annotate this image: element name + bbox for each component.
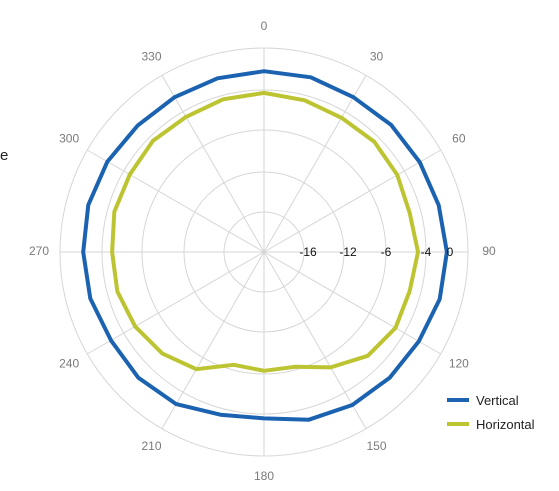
angle-label-120: 120 — [449, 357, 469, 371]
partial-edge-text: e — [0, 147, 8, 164]
series-line-vertical — [81, 69, 449, 422]
radial-tick-label: 0 — [447, 245, 454, 259]
angle-label-60: 60 — [452, 132, 466, 146]
angle-label-150: 150 — [366, 439, 386, 453]
legend-item-vertical[interactable]: Vertical — [447, 388, 535, 412]
polar-grid — [59, 47, 469, 457]
grid-spoke-8 — [87, 251, 265, 355]
label-layer: 0 30 60 90 120 150 180 210 240 270 300 330 -16 -12 -6 -… — [29, 19, 496, 483]
grid-spoke-4 — [263, 251, 441, 355]
legend-swatch-vertical — [447, 398, 469, 402]
series-line-horizontal — [110, 90, 420, 373]
angle-label-240: 240 — [59, 357, 79, 371]
radial-tick-label: -6 — [381, 245, 392, 259]
radial-tick-label: -12 — [339, 245, 357, 259]
angle-label-300: 300 — [59, 132, 79, 146]
grid-spoke-11 — [161, 75, 265, 253]
legend-label-vertical: Vertical — [476, 392, 519, 408]
series-layer — [81, 69, 449, 422]
grid-spoke-7 — [161, 251, 265, 429]
radial-tick-label: -16 — [299, 245, 317, 259]
angle-label-180: 180 — [254, 469, 274, 483]
grid-spoke-10 — [87, 149, 265, 253]
legend-swatch-horizontal — [447, 422, 469, 426]
angle-label-0: 0 — [261, 19, 268, 33]
grid-spoke-5 — [263, 251, 367, 429]
angle-label-90: 90 — [482, 244, 496, 258]
grid-spoke-1 — [263, 75, 367, 253]
angle-label-210: 210 — [141, 439, 161, 453]
chart-legend: Vertical Horizontal — [447, 388, 535, 436]
angle-label-30: 30 — [370, 49, 384, 63]
grid-spoke-2 — [263, 149, 441, 253]
legend-label-horizontal: Horizontal — [476, 416, 535, 432]
legend-item-horizontal[interactable]: Horizontal — [447, 412, 535, 436]
angle-label-270: 270 — [29, 244, 49, 258]
radial-tick-label: -4 — [421, 245, 432, 259]
angle-label-330: 330 — [141, 49, 161, 63]
